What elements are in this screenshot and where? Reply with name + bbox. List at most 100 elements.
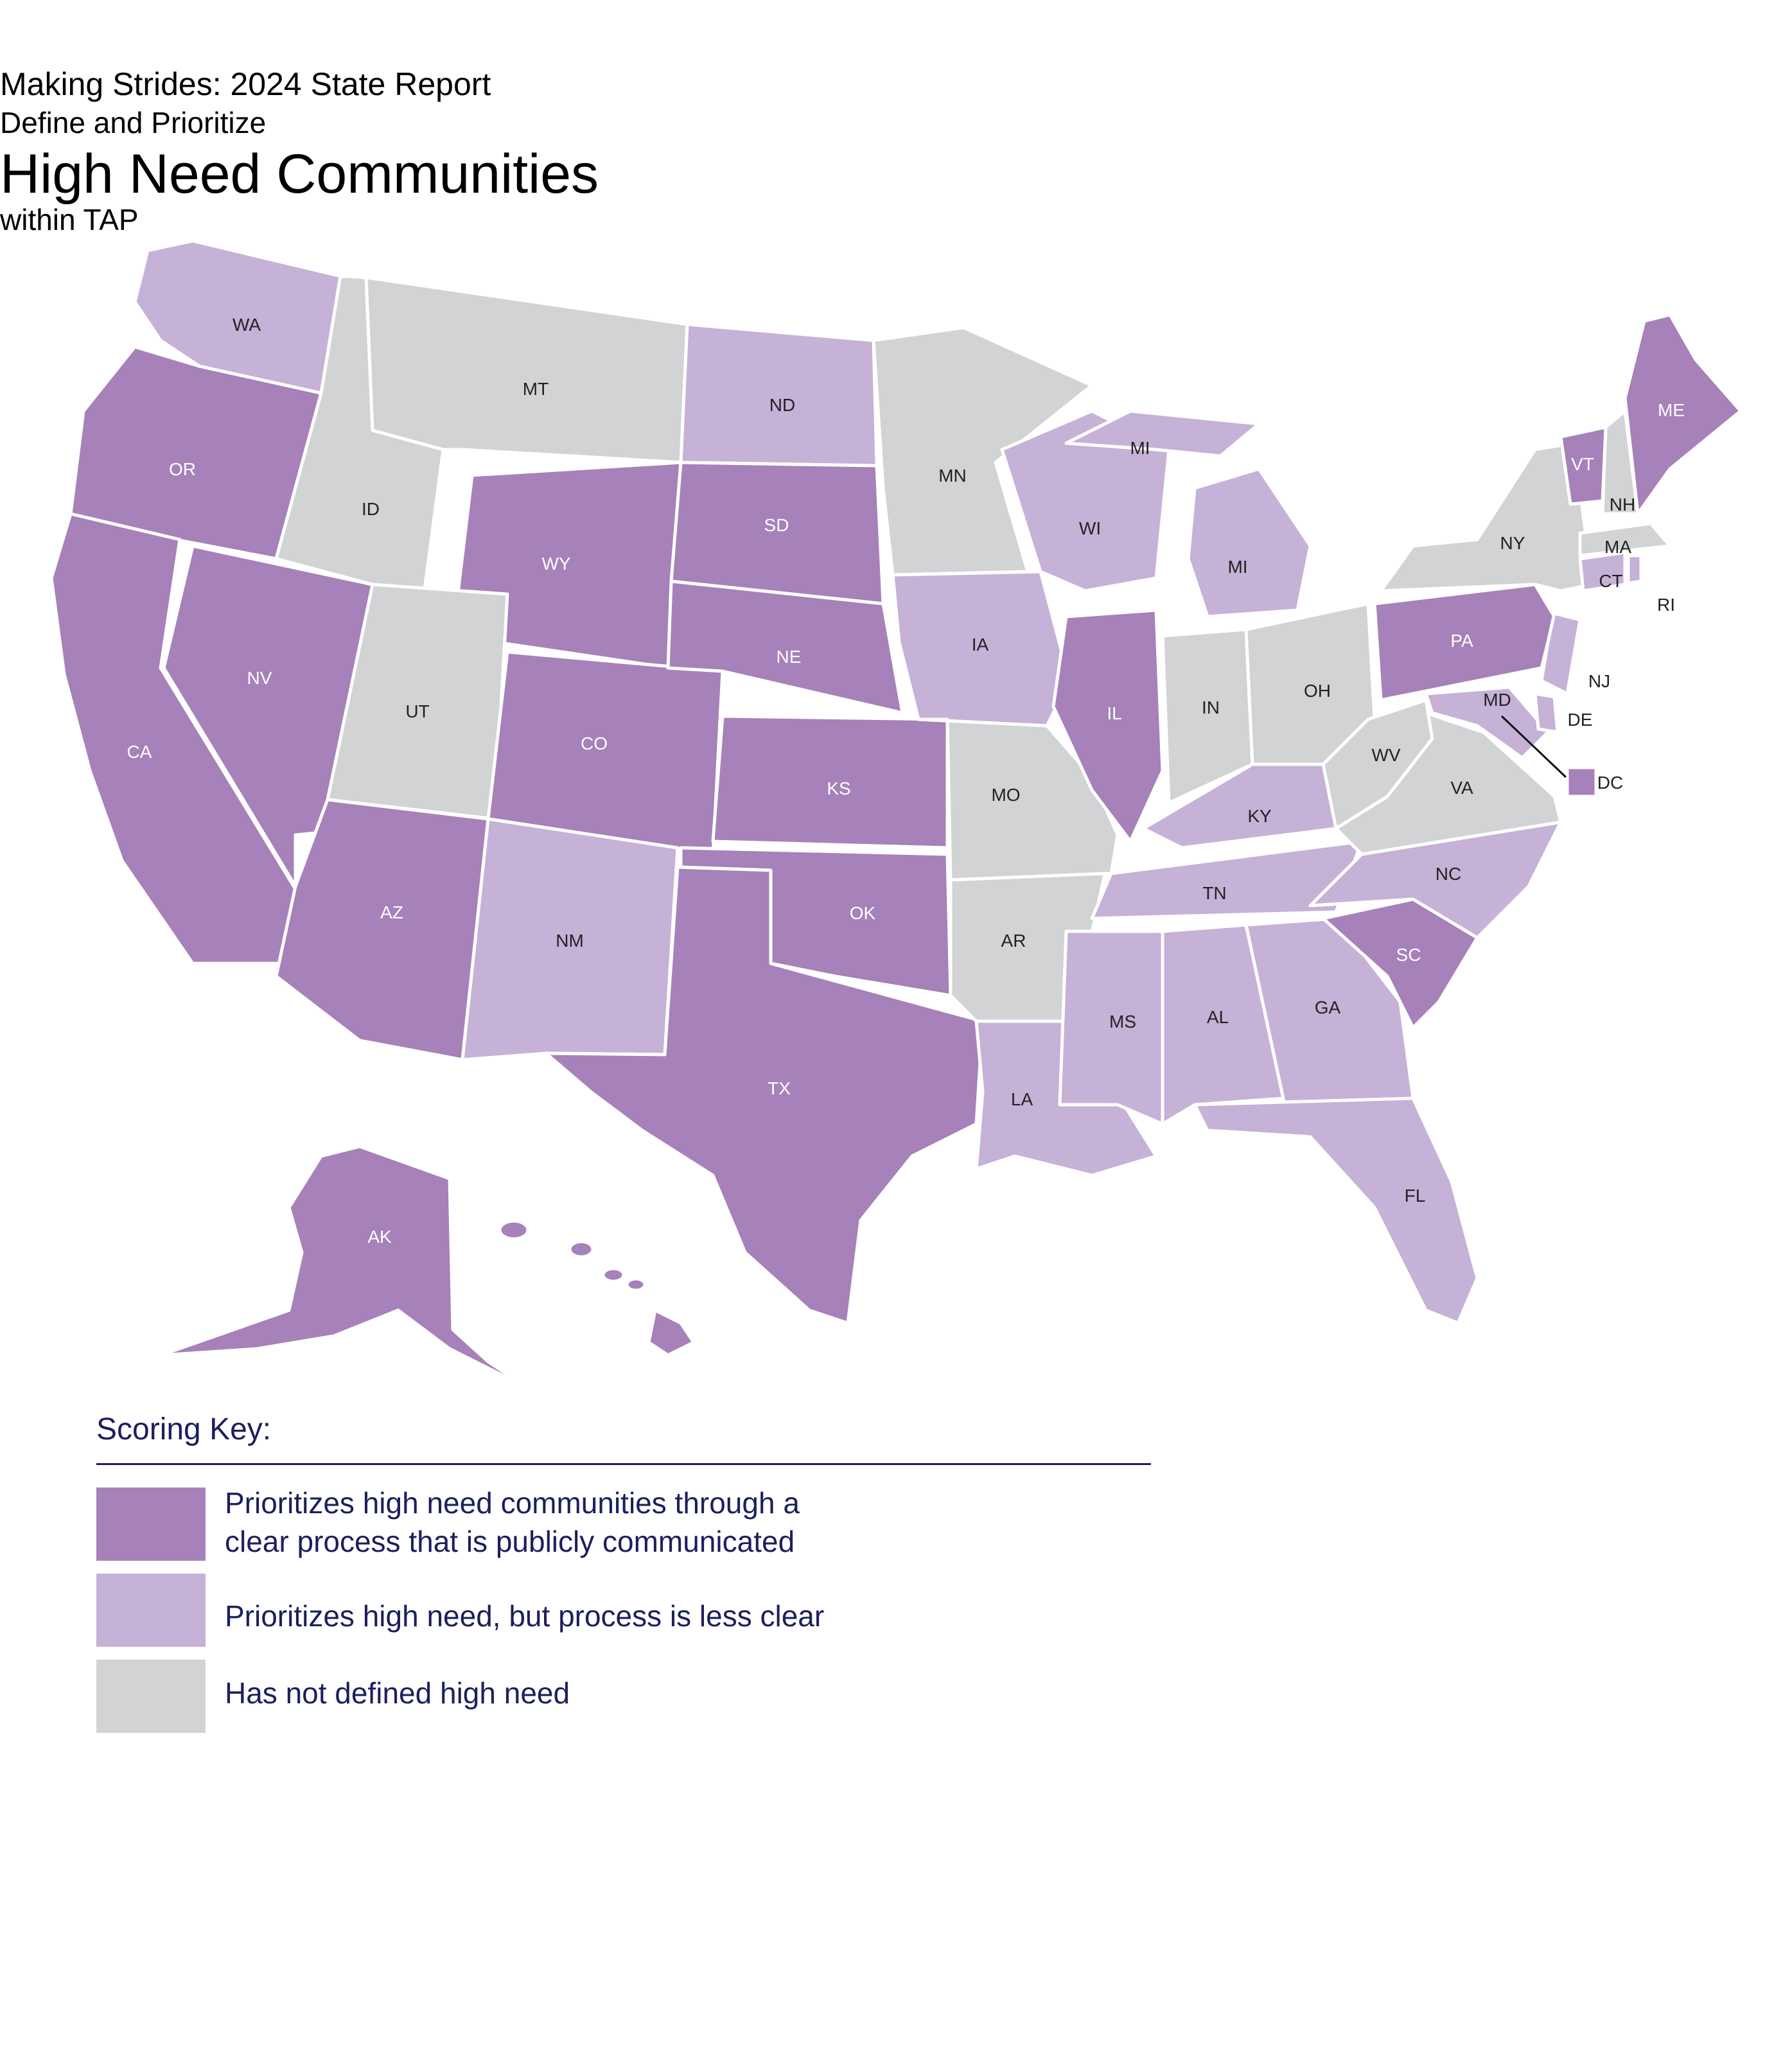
us-states-map: WA OR CA NV ID MT WY UT AZ CO NM ND SD NE KS OK TX MN IA MO… <box>49 241 1743 1389</box>
state-label-tx: TX <box>768 1078 791 1098</box>
state-label-co: CO <box>581 733 608 753</box>
state-ma <box>1578 522 1672 558</box>
state-label-ne: NE <box>777 647 802 667</box>
state-label-ca: CA <box>127 742 152 762</box>
state-ks <box>711 714 949 850</box>
state-label-ga: GA <box>1315 997 1341 1017</box>
state-ak <box>159 1145 529 1389</box>
state-label-in: IN <box>1202 698 1220 717</box>
state-label-ms: MS <box>1109 1012 1136 1032</box>
map-subtitle: within TAP <box>0 203 139 236</box>
state-label-md: MD <box>1483 690 1511 710</box>
report-subtitle: Define and Prioritize <box>0 106 267 139</box>
state-label-tn: TN <box>1202 883 1226 903</box>
state-label-de: DE <box>1568 710 1593 730</box>
state-mi <box>1064 409 1261 458</box>
state-mn <box>872 326 1094 577</box>
state-ca <box>49 512 323 965</box>
state-de <box>1533 692 1559 734</box>
state-label-ks: KS <box>827 778 850 798</box>
state-md <box>1424 685 1550 760</box>
state-dc <box>1565 766 1598 798</box>
state-label-ny: NY <box>1500 533 1525 553</box>
legend-label-not-defined: Has not defined high need <box>225 1676 570 1710</box>
state-label-mi: MI <box>1227 557 1247 577</box>
state-label-mn: MN <box>938 466 967 486</box>
state-label-wy: WY <box>541 554 570 574</box>
state-ms <box>1058 929 1164 1126</box>
state-label-nd: ND <box>769 395 795 415</box>
state-label-nh: NH <box>1610 495 1635 514</box>
state-il <box>1051 608 1164 843</box>
state-label-me: ME <box>1658 400 1685 420</box>
state-label-al: AL <box>1207 1007 1229 1027</box>
state-label-va: VA <box>1450 778 1473 798</box>
state-ny <box>1379 441 1595 593</box>
state-label-az: AZ <box>380 902 403 922</box>
legend-divider <box>96 1463 1151 1465</box>
state-label-nj: NJ <box>1588 671 1610 691</box>
state-az <box>274 798 490 1062</box>
state-label-ky: KY <box>1247 806 1272 826</box>
state-label-fl: FL <box>1405 1186 1426 1206</box>
state-label-ia: IA <box>972 635 989 654</box>
state-label-wa: WA <box>233 315 261 335</box>
legend-label-less-clear: Prioritizes high need, but process is le… <box>225 1599 825 1633</box>
state-label-mi: MI <box>1130 438 1150 458</box>
state-wv <box>1321 698 1434 830</box>
map-title: High Need Communities <box>0 143 599 205</box>
state-ga <box>1244 917 1415 1107</box>
state-label-wv: WV <box>1371 745 1400 765</box>
state-nj <box>1540 611 1582 696</box>
state-label-ut: UT <box>405 701 429 721</box>
legend-swatch-not-defined <box>96 1660 206 1733</box>
state-tx <box>544 865 985 1325</box>
legend-label-clear: Prioritizes high need communities throug… <box>225 1486 800 1558</box>
state-label-oh: OH <box>1304 681 1331 701</box>
state-label-wi: WI <box>1079 518 1101 538</box>
dc-leader-line <box>1500 715 1567 778</box>
state-label-il: IL <box>1107 703 1121 723</box>
state-mt <box>364 276 689 464</box>
state-label-ri: RI <box>1657 595 1675 615</box>
state-ne <box>666 579 904 715</box>
state-al <box>1161 923 1287 1126</box>
state-label-ma: MA <box>1604 537 1631 557</box>
state-label-nc: NC <box>1436 864 1461 884</box>
state-label-sc: SC <box>1396 945 1421 965</box>
state-tn <box>1090 839 1364 920</box>
state-me <box>1623 313 1743 516</box>
state-label-ak: AK <box>367 1227 392 1247</box>
state-label-mo: MO <box>991 785 1020 805</box>
state-hi-island <box>601 1267 626 1283</box>
report-title: Making Strides: 2024 State Report <box>0 66 491 102</box>
state-hi <box>647 1308 696 1357</box>
state-label-sd: SD <box>764 515 789 535</box>
state-fl <box>1193 1096 1479 1325</box>
legend-title: Scoring Key: <box>96 1412 272 1446</box>
state-label-ar: AR <box>1001 931 1026 951</box>
state-ri <box>1626 554 1643 585</box>
state-label-hi: HI <box>687 1285 705 1305</box>
state-wi <box>1000 409 1171 593</box>
state-or <box>69 345 323 561</box>
state-label-id: ID <box>362 499 380 519</box>
state-label-ct: CT <box>1599 571 1622 591</box>
state-ct <box>1578 550 1627 593</box>
state-label-dc: DC <box>1597 773 1623 793</box>
state-label-vt: VT <box>1571 454 1594 474</box>
state-hi-island <box>498 1219 530 1241</box>
state-label-ok: OK <box>850 903 876 923</box>
state-label-pa: PA <box>1450 631 1473 651</box>
state-hi-island <box>568 1240 595 1259</box>
legend-swatch-clear <box>96 1488 206 1561</box>
state-label-nv: NV <box>247 668 272 688</box>
legend-swatch-less-clear <box>96 1574 206 1647</box>
state-mo <box>917 717 1120 882</box>
state-label-mt: MT <box>523 379 549 399</box>
state-label-nm: NM <box>556 931 584 951</box>
state-label-la: LA <box>1011 1089 1033 1109</box>
state-hi-island <box>625 1277 647 1292</box>
state-label-or: OR <box>169 459 196 479</box>
state-mi <box>1186 467 1312 619</box>
